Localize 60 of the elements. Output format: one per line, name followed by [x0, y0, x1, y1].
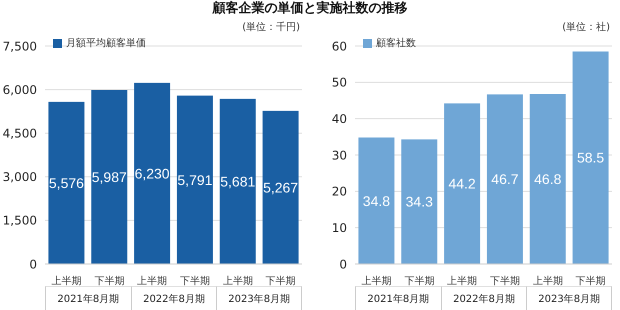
data-label: 58.5 — [576, 150, 604, 166]
data-label: 6,230 — [134, 165, 170, 182]
y-tick-label: 50 — [332, 76, 347, 90]
x-tick-label: 下半期 — [576, 275, 606, 287]
x-tick-label: 上半期 — [222, 275, 253, 287]
y-tick-label: 0 — [29, 257, 37, 272]
y-tick-label: 6,000 — [2, 82, 37, 97]
text: (単位：社) — [562, 20, 610, 34]
data-label: 46.8 — [534, 170, 562, 187]
data-label: 46.7 — [491, 171, 519, 188]
y-tick-label: 4,500 — [2, 126, 37, 140]
y-tick-label: 3,000 — [2, 170, 37, 184]
text: 2023年8月期 — [216, 286, 302, 310]
text: 2022年8月期 — [440, 286, 526, 310]
y-tick-label: 40 — [332, 112, 347, 126]
data-label: 34.3 — [406, 194, 434, 210]
data-label: 5,267 — [263, 179, 298, 196]
bar — [572, 51, 609, 264]
bar — [530, 94, 566, 264]
data-label: 5,987 — [92, 168, 127, 185]
bar — [91, 90, 128, 264]
y-tick-label: 0 — [339, 257, 347, 272]
bar — [401, 139, 438, 264]
bar — [220, 98, 256, 264]
chart-title: 顧客企業の単価と実施社数の推移 — [211, 0, 408, 18]
y-tick-label: 7,500 — [2, 39, 37, 54]
bar — [48, 102, 84, 264]
legend-label: 月額平均顧客単価 — [66, 38, 146, 49]
x-tick-label: 下半期 — [94, 275, 124, 287]
bar — [486, 94, 523, 264]
text: 2021年8月期 — [45, 286, 131, 310]
x-tick-label: 上半期 — [137, 275, 168, 287]
data-label: 5,791 — [177, 172, 213, 188]
legend-label: 顧客社数 — [376, 38, 416, 49]
data-label: 44.2 — [448, 176, 476, 192]
data-label: 5,681 — [220, 173, 256, 190]
x-tick-label: 上半期 — [532, 275, 563, 287]
y-tick-label: 60 — [332, 39, 347, 54]
x-tick-label: 上半期 — [361, 275, 392, 287]
y-tick-label: 30 — [332, 148, 347, 162]
y-tick-label: 1,500 — [2, 214, 37, 228]
bar — [176, 96, 213, 264]
text: 2023年8月期 — [526, 286, 612, 310]
y-tick-label: 10 — [332, 220, 347, 235]
x-tick-label: 下半期 — [490, 275, 520, 287]
data-label: 34.8 — [362, 192, 390, 209]
x-tick-label: 上半期 — [51, 275, 82, 287]
bar — [262, 110, 299, 264]
data-label: 5,576 — [48, 174, 84, 191]
text: 2021年8月期 — [355, 286, 441, 310]
x-tick-label: 下半期 — [404, 275, 434, 287]
x-tick-label: 下半期 — [180, 275, 210, 287]
y-tick-label: 20 — [332, 184, 347, 199]
text: 2022年8月期 — [130, 286, 216, 310]
bar — [134, 82, 170, 264]
bar — [358, 138, 394, 264]
x-tick-label: 下半期 — [266, 275, 296, 287]
x-tick-label: 上半期 — [447, 275, 478, 287]
bar — [444, 103, 480, 264]
text: (単位：千円) — [242, 20, 300, 34]
